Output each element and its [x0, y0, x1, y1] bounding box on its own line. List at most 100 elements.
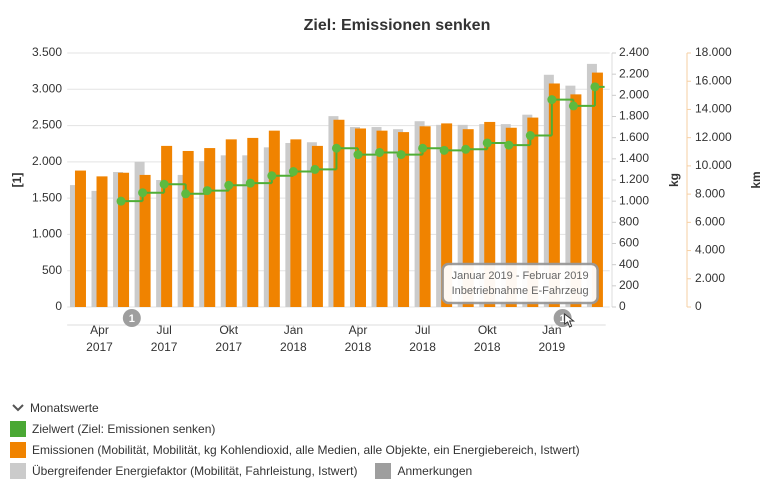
point [590, 82, 600, 92]
point [288, 167, 298, 177]
x-tick-label: Jan [284, 323, 303, 337]
y2-tick-label: 0 [619, 299, 626, 313]
point [116, 196, 126, 206]
y2-tick-label: 1.400 [619, 151, 649, 165]
chart: Ziel: Emissionen senken [1] kg km 0 500 1.… [10, 17, 763, 354]
legend-items: Zielwert (Ziel: Emissionen senken) Emissi… [10, 418, 710, 481]
bar [118, 172, 130, 307]
bar [204, 148, 216, 307]
x-tick-label: Jul [415, 323, 430, 337]
y2-tick-label: 1.000 [619, 193, 649, 207]
y2-tick-label: 2.200 [619, 66, 649, 80]
point [267, 171, 277, 181]
y2-axis-title: kg [667, 173, 681, 187]
y2-tick-label: 2.000 [619, 88, 649, 102]
point [482, 138, 492, 148]
x-tick-label: Jan [542, 323, 561, 337]
tooltip-text: Januar 2019 - Februar 2019 [452, 270, 589, 282]
y-tick-label: 3.500 [32, 45, 62, 59]
y-tick-label: 0 [55, 299, 62, 313]
x-tick-label: Apr [349, 323, 368, 337]
point [525, 131, 535, 141]
legend-item[interactable]: Übergreifender Energiefaktor (Mobilität,… [10, 460, 357, 481]
legend-label: Zielwert (Ziel: Emissionen senken) [32, 421, 216, 436]
x-tick-year: 2017 [215, 340, 242, 354]
legend-item[interactable]: Emissionen (Mobilität, Mobilität, kg Koh… [10, 439, 580, 460]
bar [247, 137, 259, 307]
annotation-text: 1 [560, 313, 566, 325]
point [396, 150, 406, 160]
point [568, 101, 578, 111]
bar [505, 127, 517, 308]
y-tick-label: 3.000 [32, 81, 62, 95]
legend-item[interactable]: Zielwert (Ziel: Emissionen senken) [10, 418, 215, 439]
point [224, 180, 234, 190]
legend-item[interactable]: Anmerkungen [375, 460, 472, 481]
y2-tick-label: 800 [619, 215, 639, 229]
annotation-circle [122, 309, 141, 327]
legend-label: Übergreifender Energiefaktor (Mobilität,… [32, 463, 358, 478]
bar [182, 150, 194, 307]
legend-swatch [10, 462, 26, 479]
tooltip-box [441, 262, 599, 305]
y-tick-label: 500 [42, 263, 62, 277]
bar [570, 94, 582, 307]
bar [311, 145, 323, 307]
bar [139, 174, 151, 307]
bar [225, 139, 237, 307]
point [375, 147, 385, 157]
bar [527, 117, 539, 308]
bar [74, 170, 86, 307]
bar [376, 130, 388, 307]
point [159, 179, 169, 189]
annotation-marker[interactable]: 1 [122, 309, 141, 327]
y3-tick-label: 10.000 [695, 158, 732, 172]
point [418, 143, 428, 153]
point [138, 188, 148, 198]
x-tick-year: 2018 [345, 340, 372, 354]
y-tick-label: 1.000 [32, 227, 62, 241]
y3-tick-label: 18.000 [695, 45, 732, 59]
bar [96, 176, 108, 307]
bar [484, 121, 496, 307]
x-tick-label: Apr [90, 323, 109, 337]
point [504, 140, 514, 150]
bar [290, 139, 302, 307]
point [547, 95, 557, 105]
bar [462, 129, 474, 307]
x-tick-year: 2018 [409, 340, 436, 354]
y3-axis-title: km [749, 171, 763, 188]
x-tick-year: 2017 [151, 340, 178, 354]
legend-swatch [10, 420, 26, 437]
legend-header[interactable]: Monatswerte [10, 398, 710, 418]
y-axis-title: [1] [10, 173, 24, 188]
y3-tick-label: 14.000 [695, 102, 732, 116]
legend-swatch [375, 462, 392, 479]
tooltip-text: Inbetriebnahme E-Fahrzeug [452, 285, 589, 297]
bar [268, 130, 280, 307]
y3-tick-label: 12.000 [695, 130, 732, 144]
y2-tick-label: 1.200 [619, 172, 649, 186]
y3-tick-label: 2.000 [695, 271, 725, 285]
x-tick-label: Okt [219, 323, 238, 337]
y3-tick-label: 4.000 [695, 243, 725, 257]
y2-tick-label: 1.800 [619, 109, 649, 123]
point [439, 145, 449, 155]
y3-tick-label: 8.000 [695, 186, 725, 200]
legend: Monatswerte Zielwert (Ziel: Emissionen s… [10, 398, 710, 481]
point [310, 164, 320, 174]
x-tick-year: 2017 [86, 340, 113, 354]
y2-tick-label: 1.600 [619, 130, 649, 144]
x-tick-label: Jul [156, 323, 171, 337]
point [353, 150, 363, 160]
chart-title: Ziel: Emissionen senken [304, 17, 491, 34]
y-tick-label: 2.500 [32, 118, 62, 132]
point [245, 178, 255, 188]
legend-label: Anmerkungen [397, 463, 473, 478]
annotation-text: 1 [129, 313, 135, 325]
x-tick-year: 2019 [538, 340, 565, 354]
bar [398, 132, 410, 307]
y2-tick-label: 200 [619, 278, 639, 292]
x-tick-label: Okt [478, 323, 497, 337]
point [461, 144, 471, 154]
